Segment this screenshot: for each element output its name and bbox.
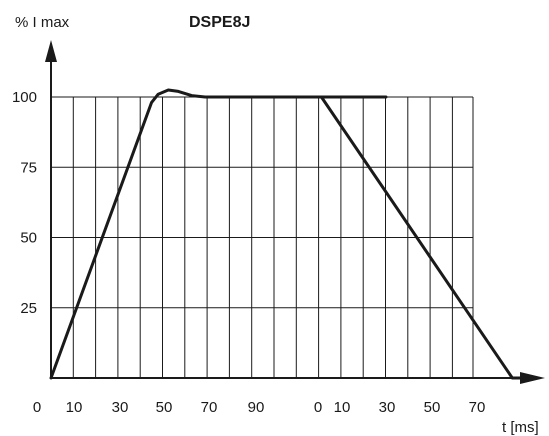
chart-grid [51, 96, 474, 378]
x-tick-label-4: 90 [248, 399, 265, 416]
y-tick-label-2: 50 [20, 230, 37, 247]
x-tick-label-5: 0 [314, 399, 322, 416]
x-tick-label-1: 30 [112, 399, 129, 416]
x-tick-labels: 10 30 50 70 90 0 10 30 50 70 [66, 399, 486, 416]
chart-title: DSPE8J [189, 14, 250, 31]
y-tick-labels: 25 50 75 100 [12, 89, 37, 317]
y-tick-label-1: 25 [20, 300, 37, 317]
x-tick-label-2: 50 [156, 399, 173, 416]
x-tick-label-9: 70 [469, 399, 486, 416]
x-tick-label-6: 10 [334, 399, 351, 416]
y-tick-label-4: 100 [12, 89, 37, 106]
x-tick-label-3: 70 [201, 399, 218, 416]
y-axis-label: % I max [15, 14, 70, 31]
x-axis-arrow-icon [520, 372, 545, 384]
origin-label: 0 [33, 399, 41, 416]
chart-axes [45, 40, 545, 384]
x-axis-label: t [ms] [502, 419, 539, 436]
y-tick-label-3: 75 [20, 159, 37, 176]
curve-switch-on [49, 88, 388, 380]
chart-series [49, 88, 524, 380]
x-tick-label-8: 50 [424, 399, 441, 416]
y-axis-arrow-icon [45, 40, 57, 62]
x-tick-label-7: 30 [379, 399, 396, 416]
curve-switch-off [316, 95, 524, 380]
x-tick-label-0: 10 [66, 399, 83, 416]
